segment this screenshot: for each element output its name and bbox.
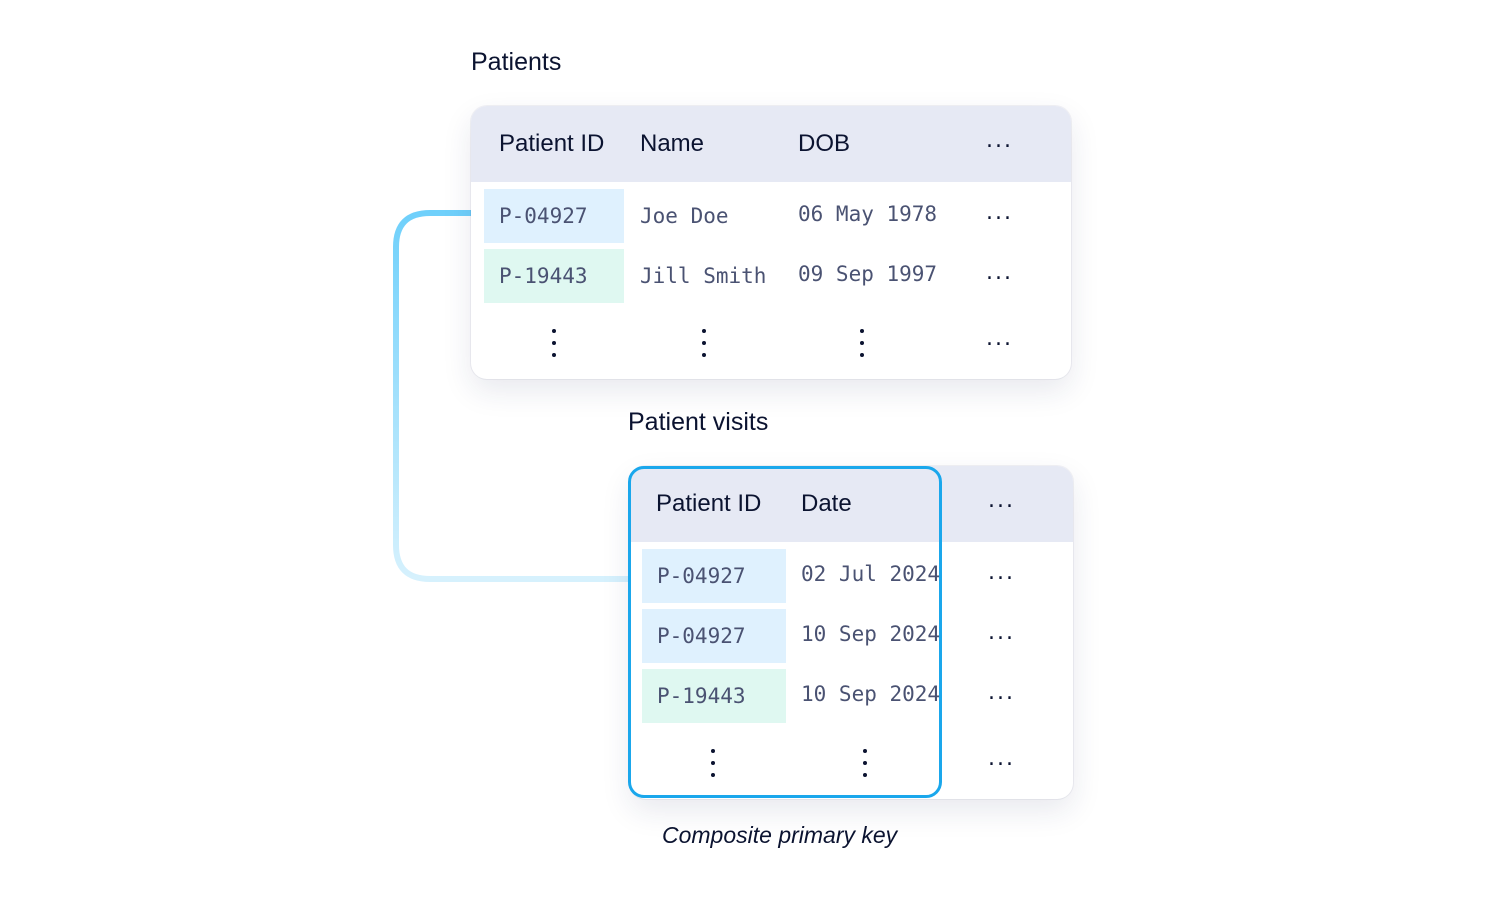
visits-id-continuation-dots: [711, 749, 715, 777]
patients-header-patient-id: Patient ID: [499, 130, 605, 157]
patients-continuation-more: ...: [986, 326, 1013, 351]
visits-row-1-date: 02 Jul 2024: [801, 562, 941, 586]
patients-row-2-name: Jill Smith: [640, 264, 767, 288]
patients-title: Patients: [471, 48, 562, 76]
visits-header-patient-id: Patient ID: [656, 490, 762, 517]
patients-row-2-more: ...: [986, 260, 1013, 285]
patients-header-name: Name: [640, 130, 705, 157]
visits-row-3-id: P-19443: [642, 669, 786, 723]
patients-id-continuation-dots: [552, 329, 556, 357]
visits-row-1-id: P-04927: [642, 549, 786, 603]
patients-row-1-name: Joe Doe: [640, 204, 729, 228]
visits-title: Patient visits: [628, 408, 769, 436]
composite-key-highlight: [628, 466, 942, 798]
visits-row-1-more: ...: [988, 560, 1015, 585]
visits-header-more: ...: [988, 488, 1015, 513]
visits-header-date: Date: [801, 490, 852, 517]
visits-row-3-more: ...: [988, 680, 1015, 705]
patients-header-row: [471, 106, 1071, 182]
visits-row-2-date: 10 Sep 2024: [801, 622, 941, 646]
visits-row-3-date: 10 Sep 2024: [801, 682, 941, 706]
visits-continuation-more: ...: [988, 746, 1015, 771]
patients-row-1-id: P-04927: [484, 189, 624, 243]
patients-row-2-dob: 09 Sep 1997: [798, 262, 938, 286]
patients-row-1-dob: 06 May 1978: [798, 202, 938, 226]
composite-key-caption: Composite primary key: [662, 822, 898, 848]
visits-header-row: [630, 466, 1073, 542]
patients-header-dob: DOB: [798, 130, 851, 157]
visits-table: Patient ID Date ... P-04927 02 Jul 2024 …: [630, 466, 1073, 799]
patients-row-2-id: P-19443: [484, 249, 624, 303]
visits-row-2-id: P-04927: [642, 609, 786, 663]
patients-header-more: ...: [986, 128, 1013, 153]
patients-table: Patient ID Name DOB ... P-04927 Joe Doe …: [471, 106, 1071, 379]
patients-row-1-more: ...: [986, 200, 1013, 225]
visits-date-continuation-dots: [863, 749, 867, 777]
patients-dob-continuation-dots: [860, 329, 864, 357]
visits-row-2-more: ...: [988, 620, 1015, 645]
patients-name-continuation-dots: [702, 329, 706, 357]
